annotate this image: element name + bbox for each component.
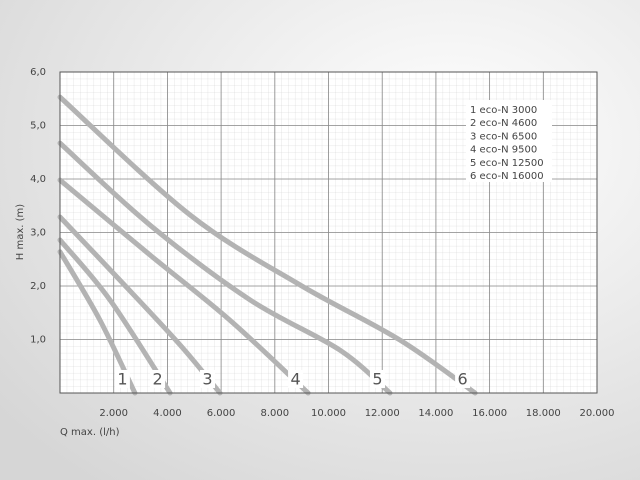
curve [57, 94, 478, 396]
curve-label-bg [369, 370, 385, 388]
y-tick-label: 5,0 [30, 121, 46, 132]
legend-entry: 3 eco-N 6500 [470, 131, 537, 142]
curve-label: 2 [152, 370, 162, 389]
curve [57, 177, 311, 396]
curve-label: 1 [117, 370, 127, 389]
x-tick-label: 20.000 [580, 408, 615, 419]
x-tick-label: 12.000 [365, 408, 400, 419]
x-tick-label: 6.000 [207, 408, 236, 419]
curve-label-bg [455, 370, 471, 388]
legend-box [466, 100, 552, 182]
y-tick-label: 3,0 [30, 228, 46, 239]
curve-label-bg [150, 370, 166, 388]
y-tick-label: 6,0 [30, 67, 46, 78]
curve [57, 214, 223, 396]
legend-entry: 1 eco-N 3000 [470, 105, 537, 116]
y-tick-label: 1,0 [30, 335, 46, 346]
x-tick-label: 2.000 [99, 408, 128, 419]
plot-frame [59, 71, 598, 394]
curve-label: 5 [372, 370, 382, 389]
x-tick-label: 16.000 [472, 408, 507, 419]
curve-label: 3 [202, 370, 212, 389]
curve-label: 4 [291, 370, 301, 389]
x-tick-label: 14.000 [418, 408, 453, 419]
x-tick-label: 10.000 [311, 408, 346, 419]
curve [57, 140, 393, 396]
curve-label: 6 [458, 370, 468, 389]
x-tick-label: 4.000 [153, 408, 182, 419]
y-axis-title: H max. (m) [15, 204, 26, 260]
curve-label-bg [114, 370, 130, 388]
legend-entry: 2 eco-N 4600 [470, 118, 537, 129]
y-tick-label: 4,0 [30, 174, 46, 185]
curve-label-bg [200, 370, 216, 388]
legend-entry: 4 eco-N 9500 [470, 145, 537, 156]
x-axis-title: Q max. (l/h) [60, 427, 120, 438]
curve-label-bg [288, 370, 304, 388]
y-tick-label: 2,0 [30, 281, 46, 292]
legend-entry: 5 eco-N 12500 [470, 158, 544, 169]
x-tick-label: 18.000 [526, 408, 561, 419]
x-tick-label: 8.000 [260, 408, 289, 419]
legend-entry: 6 eco-N 16000 [470, 171, 544, 182]
